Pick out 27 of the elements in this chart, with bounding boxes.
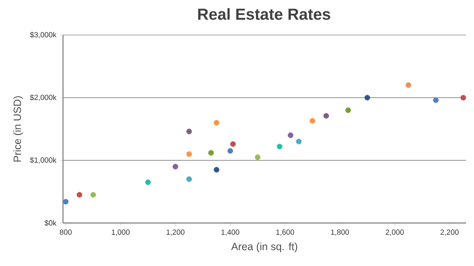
point (208, 150, 214, 156)
point (460, 94, 466, 100)
point (406, 82, 412, 88)
point (90, 192, 96, 198)
point (323, 113, 329, 119)
point (310, 118, 316, 124)
point (186, 128, 192, 134)
point (296, 138, 302, 144)
point (230, 141, 236, 147)
x-axis-title: Area (in sq. ft) (231, 242, 298, 252)
point (214, 120, 220, 126)
chart-title: Real Estate Rates (198, 8, 330, 20)
point (214, 166, 220, 173)
point (276, 144, 282, 150)
point (254, 154, 260, 160)
point (172, 164, 178, 170)
point (145, 179, 151, 186)
point (227, 148, 234, 154)
point (62, 198, 69, 204)
y-axis-title: Price (in USD) (13, 96, 24, 162)
point (186, 151, 192, 157)
point (76, 192, 82, 198)
point (345, 107, 351, 113)
point (364, 94, 370, 100)
point (186, 176, 192, 182)
point (433, 97, 439, 103)
point (288, 132, 294, 138)
